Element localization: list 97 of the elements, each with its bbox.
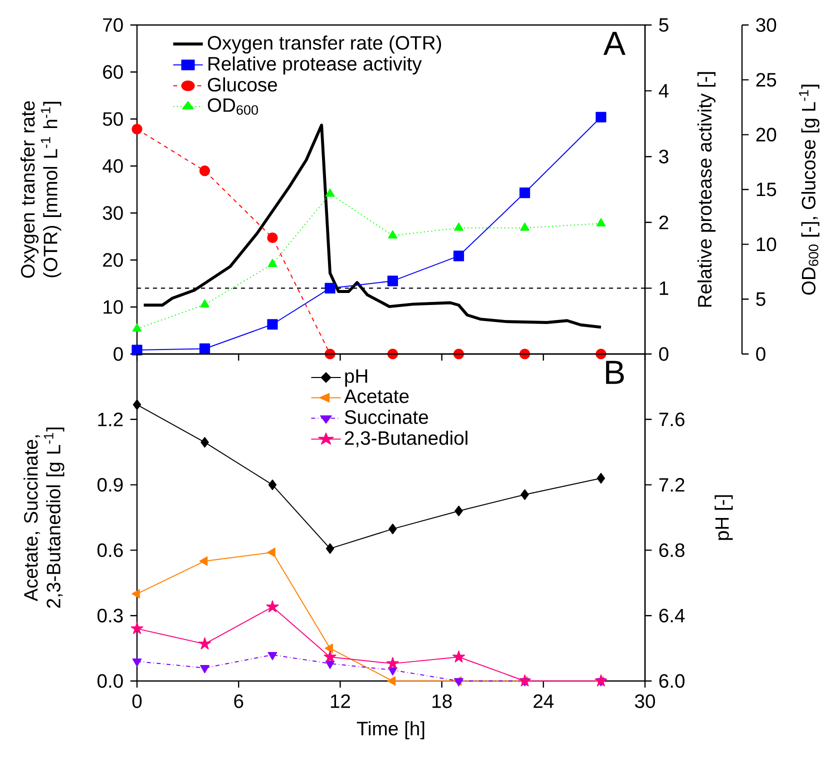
y3-tick-label: 10 — [756, 237, 776, 252]
point — [130, 622, 144, 634]
y2-tick-label: 6.0 — [659, 674, 685, 688]
y2-axis-title: Relative protease activity [-] — [697, 72, 716, 307]
point — [519, 187, 530, 198]
point — [268, 652, 278, 660]
legend-label: pH — [345, 369, 368, 387]
x-tick-label: 0 — [132, 694, 142, 708]
point — [200, 436, 209, 448]
y2-tick-label: 5 — [659, 18, 668, 32]
point — [388, 230, 398, 238]
point — [200, 299, 210, 308]
y-tick-label: 50 — [102, 112, 123, 126]
point — [520, 222, 530, 231]
legend-label: Oxygen transfer rate (OTR) — [208, 36, 442, 54]
y2-axis-title: pH [-] — [714, 495, 733, 540]
point — [324, 644, 333, 653]
point — [326, 543, 334, 554]
y-tick-label: 0.6 — [98, 543, 123, 558]
chart-title: A — [603, 32, 626, 55]
y-tick-label: 60 — [103, 65, 123, 79]
y3-tick-label: 0 — [756, 347, 766, 361]
point — [452, 650, 465, 662]
y-axis-title: Acetate, Succinate, 2,3-Butanediol [g L$^{-1}$] — [24, 428, 64, 608]
point — [387, 676, 396, 686]
point — [518, 674, 531, 686]
point — [596, 472, 606, 484]
y2-tick-label: 2 — [659, 216, 668, 230]
point — [199, 556, 208, 566]
y-tick-label: 20 — [103, 253, 123, 267]
point — [199, 166, 210, 176]
point — [132, 399, 142, 410]
y-tick-label: 30 — [102, 206, 123, 220]
legend-label: 2,3-Butanediol — [344, 430, 468, 448]
x-axis-title: Time [h] — [356, 721, 424, 740]
chart-title: B — [606, 360, 624, 384]
legend-label: Succinate — [344, 410, 428, 424]
y-tick-label: 10 — [104, 300, 123, 314]
x-tick-label: 30 — [634, 694, 655, 708]
point — [324, 282, 336, 294]
point — [520, 489, 529, 500]
point — [596, 218, 606, 226]
y-tick-label: 70 — [103, 18, 123, 32]
y2-tick-label: 4 — [658, 84, 669, 98]
point — [132, 344, 142, 356]
point — [132, 124, 142, 134]
x-tick-label: 6 — [234, 694, 244, 708]
y2-tick-label: 3 — [659, 150, 668, 164]
y-tick-label: 0.9 — [98, 478, 123, 492]
point — [268, 258, 278, 267]
x-tick-label: 12 — [330, 694, 350, 708]
y2-tick-label: 7.2 — [659, 478, 684, 492]
y2-tick-label: 0 — [659, 347, 668, 361]
y3-tick-label: 30 — [756, 18, 776, 32]
y3-tick-label: 5 — [756, 292, 766, 306]
point — [267, 548, 276, 558]
point — [132, 589, 140, 598]
point — [267, 232, 278, 244]
point — [199, 343, 210, 354]
point — [386, 657, 399, 669]
y3-tick-label: 20 — [756, 128, 776, 142]
legend-label: Relative protease activity — [208, 56, 422, 74]
point — [266, 600, 279, 612]
y3-tick-label: 25 — [756, 72, 776, 87]
point — [454, 222, 464, 231]
y2-tick-label: 6.8 — [659, 543, 684, 558]
legend-label: Glucose — [208, 77, 277, 92]
point — [132, 323, 142, 332]
point — [453, 250, 464, 262]
point — [267, 319, 278, 330]
y2-tick-label: 1 — [660, 282, 668, 295]
legend-label: OD$_{600}$ — [208, 98, 258, 115]
point — [268, 480, 277, 490]
x-tick-label: 24 — [534, 694, 554, 708]
y-tick-label: 40 — [102, 159, 123, 173]
y2-tick-label: 7.6 — [659, 412, 684, 426]
y2-tick-label: 6.4 — [659, 608, 685, 622]
point — [387, 276, 398, 286]
x-tick-label: 18 — [432, 694, 452, 708]
y-tick-label: 0.3 — [98, 608, 123, 622]
point — [596, 112, 606, 122]
point — [388, 667, 398, 676]
point — [594, 674, 608, 686]
point — [325, 660, 335, 669]
y3-tick-label: 15 — [756, 182, 776, 196]
y3-axis-title: OD$_{600}$ [-], Glucose [g L$^{-1}$] — [799, 84, 820, 295]
legend-label: Acetate — [344, 390, 409, 404]
point — [132, 658, 142, 667]
point — [200, 665, 210, 674]
y-tick-label: 1.2 — [98, 412, 123, 426]
point — [325, 188, 335, 197]
point — [198, 637, 211, 650]
y-tick-label: 0 — [114, 347, 123, 361]
y-tick-label: 0.0 — [98, 674, 123, 688]
point — [324, 650, 336, 662]
point — [454, 506, 463, 516]
point — [388, 524, 397, 534]
